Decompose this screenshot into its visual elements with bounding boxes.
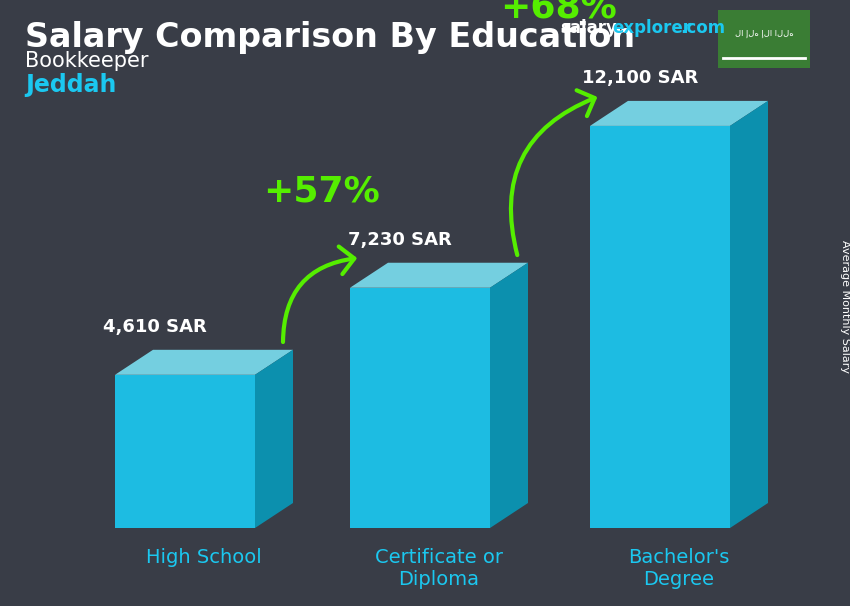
Text: لا إله إلا الله: لا إله إلا الله (734, 30, 793, 39)
Polygon shape (350, 288, 490, 528)
Text: High School: High School (146, 548, 262, 567)
Polygon shape (590, 101, 768, 126)
Text: Bookkeeper: Bookkeeper (25, 51, 149, 71)
Text: Salary Comparison By Education: Salary Comparison By Education (25, 21, 635, 54)
Text: Jeddah: Jeddah (25, 73, 116, 97)
Text: +68%: +68% (501, 0, 617, 24)
Text: Bachelor's
Degree: Bachelor's Degree (628, 548, 729, 589)
Polygon shape (255, 350, 293, 528)
Polygon shape (730, 101, 768, 528)
Polygon shape (350, 263, 528, 288)
FancyBboxPatch shape (718, 10, 810, 68)
Text: salary: salary (560, 19, 617, 37)
Text: Certificate or
Diploma: Certificate or Diploma (375, 548, 503, 589)
Polygon shape (115, 350, 293, 375)
Text: +57%: +57% (264, 175, 380, 208)
Text: 7,230 SAR: 7,230 SAR (348, 231, 452, 248)
Text: .com: .com (680, 19, 725, 37)
Text: 4,610 SAR: 4,610 SAR (103, 318, 207, 336)
Text: Average Monthly Salary: Average Monthly Salary (840, 239, 850, 373)
Polygon shape (115, 375, 255, 528)
Text: 12,100 SAR: 12,100 SAR (582, 69, 698, 87)
Polygon shape (490, 263, 528, 528)
Polygon shape (590, 126, 730, 528)
Text: explorer: explorer (612, 19, 691, 37)
